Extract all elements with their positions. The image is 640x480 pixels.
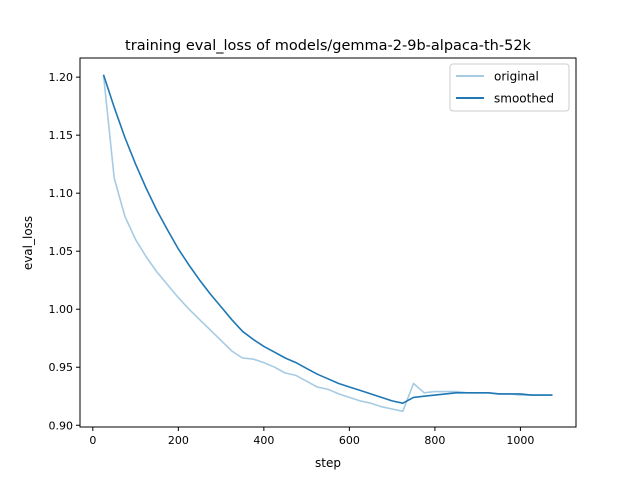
x-tick-label: 600 [339, 434, 360, 447]
x-axis-label: step [315, 456, 341, 470]
x-tick-label: 1000 [506, 434, 534, 447]
y-tick-label: 0.95 [49, 361, 74, 374]
axis-ticks: 0 200 400 600 800 1000 0.90 0.95 1.00 1.05 1.10 1.1… [49, 71, 535, 447]
x-tick-label: 400 [253, 434, 274, 447]
y-tick-label: 1.15 [49, 129, 74, 142]
y-tick-label: 1.00 [49, 303, 74, 316]
x-tick-label: 200 [168, 434, 189, 447]
legend-label-original: original [494, 70, 539, 84]
x-tick-label: 0 [89, 434, 96, 447]
chart-title: training eval_loss of models/gemma-2-9b-… [125, 38, 532, 54]
y-tick-label: 1.10 [49, 187, 74, 200]
x-tick-label: 800 [424, 434, 445, 447]
axes-frame [79, 57, 577, 428]
series-line-smoothed [102, 74, 553, 405]
y-tick-label: 1.05 [49, 245, 74, 258]
legend-label-smoothed: smoothed [494, 92, 554, 106]
y-tick-label: 1.20 [49, 71, 74, 84]
plot-area [102, 74, 553, 413]
y-axis-label: eval_loss [21, 216, 35, 270]
y-tick-label: 0.90 [49, 419, 74, 432]
legend: original smoothed [449, 63, 570, 112]
